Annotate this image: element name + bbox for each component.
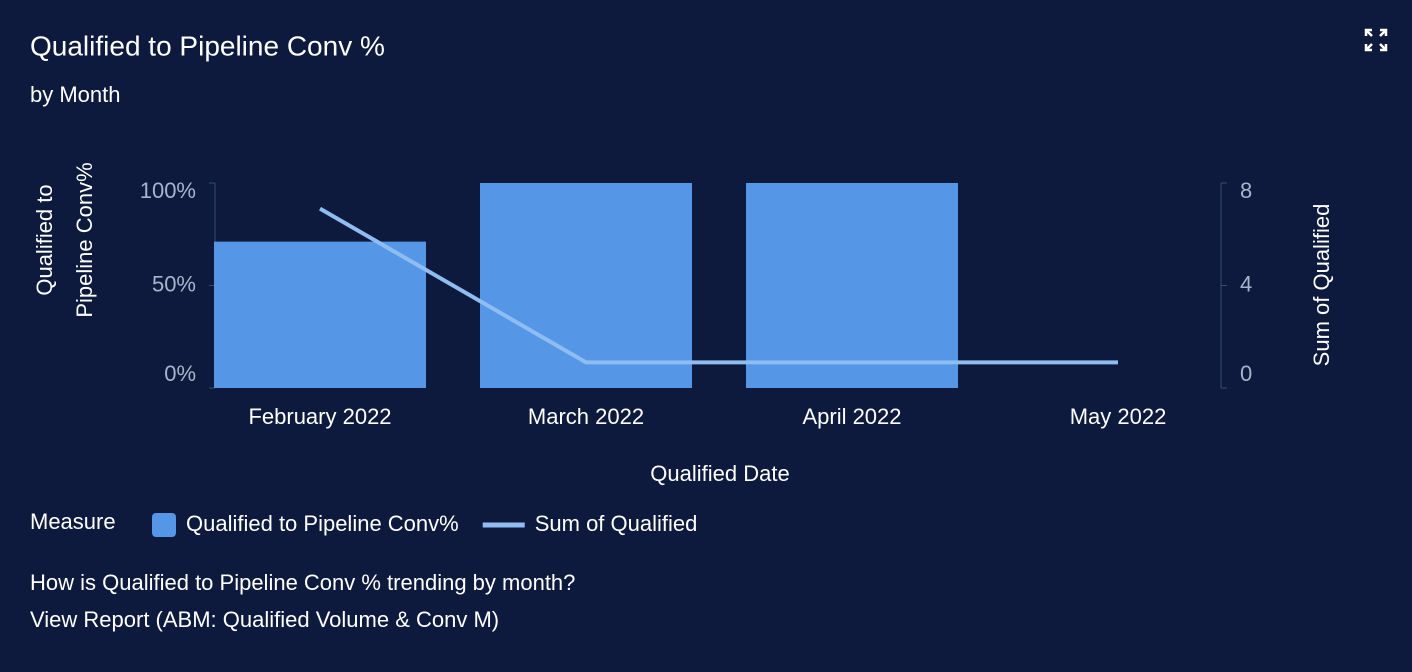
y2-axis-title: Sum of Qualified	[1309, 203, 1334, 367]
chart-title: Qualified to Pipeline Conv %	[30, 30, 385, 61]
x-tick-label: April 2022	[802, 404, 901, 429]
report-link[interactable]: View Report (ABM: Qualified Volume & Con…	[30, 607, 500, 632]
x-tick-label: May 2022	[1070, 404, 1167, 429]
x-tick-label: February 2022	[248, 404, 391, 429]
legend-title: Measure	[30, 509, 116, 534]
x-axis-title: Qualified Date	[650, 461, 789, 486]
y-tick-label: 50%	[152, 271, 196, 296]
y2-tick-label: 4	[1240, 271, 1252, 296]
y2-tick-label: 0	[1240, 361, 1252, 386]
x-tick-label: March 2022	[528, 404, 644, 429]
y-tick-label: 0%	[164, 361, 196, 386]
bar	[746, 183, 958, 388]
bar	[480, 183, 692, 388]
expand-icon[interactable]	[1364, 28, 1388, 52]
bar	[214, 241, 426, 388]
legend-label: Sum of Qualified	[535, 511, 698, 536]
y2-tick-label: 8	[1240, 178, 1252, 203]
legend-label: Qualified to Pipeline Conv%	[186, 511, 459, 536]
y-tick-label: 100%	[140, 178, 196, 203]
y-axis-title: Qualified to Pipeline Conv%	[32, 162, 97, 318]
chart-subtitle: by Month	[30, 82, 121, 107]
legend-swatch	[152, 513, 176, 537]
line	[318, 206, 1118, 365]
footer-question: How is Qualified to Pipeline Conv % tren…	[30, 570, 576, 595]
